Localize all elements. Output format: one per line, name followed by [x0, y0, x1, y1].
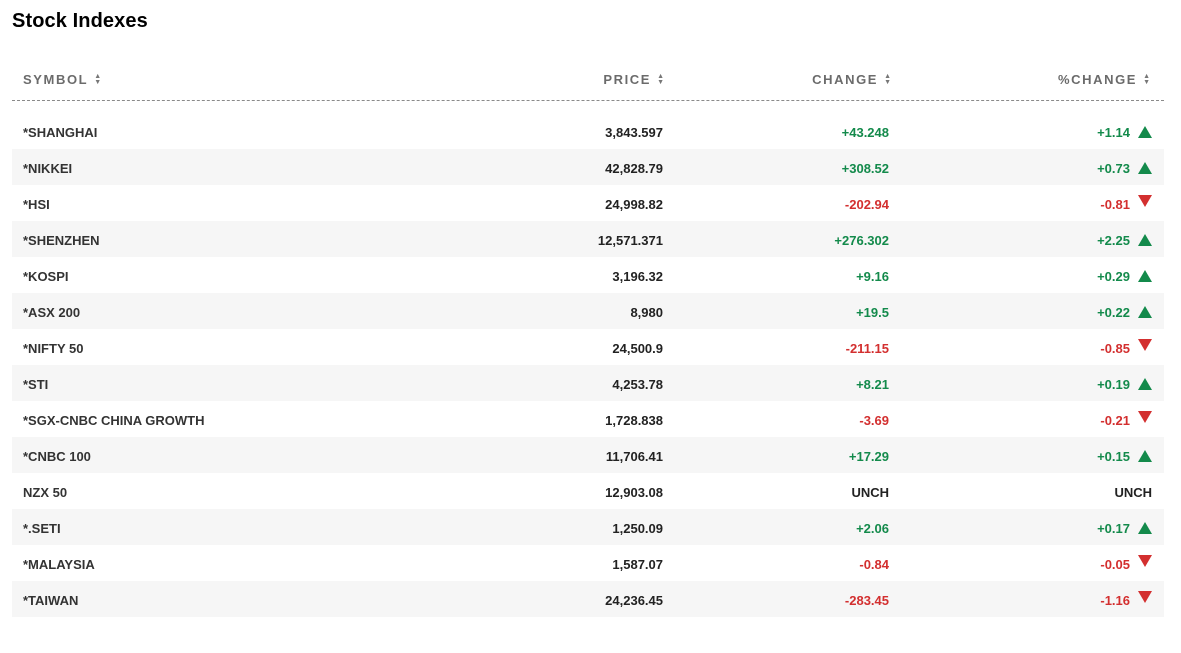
- symbol-link[interactable]: NZX 50: [23, 485, 68, 500]
- table-header: SYMBOL ▲ ▼ PRICE ▲ ▼ CHANGE ▲ ▼ %CHANGE ▲ ▼: [12, 68, 1164, 101]
- price-value: 24,236.45: [605, 593, 663, 608]
- column-header-pct-change[interactable]: %CHANGE ▲ ▼: [1058, 72, 1150, 87]
- pct-change-value: +0.29: [1097, 269, 1130, 284]
- change-value: +8.21: [856, 377, 889, 392]
- price-value: 11,706.41: [605, 449, 663, 464]
- symbol-link[interactable]: *MALAYSIA: [23, 557, 95, 572]
- table-row: *NIKKEI 42,828.79 +308.52 +0.73: [12, 149, 1164, 185]
- table-row: *SGX-CNBC CHINA GROWTH 1,728.838 -3.69 -…: [12, 401, 1164, 437]
- price-value: 3,196.32: [612, 269, 663, 284]
- table-row: *.SETI 1,250.09 +2.06 +0.17: [12, 509, 1164, 545]
- pct-change-value: +0.15: [1097, 449, 1130, 464]
- pct-change-value: -0.81: [1100, 197, 1130, 212]
- pct-change-value: +0.17: [1097, 521, 1130, 536]
- price-value: 24,500.9: [612, 341, 663, 356]
- pct-change-value: +0.19: [1097, 377, 1130, 392]
- table-row: *SHANGHAI 3,843.597 +43.248 +1.14: [12, 113, 1164, 149]
- change-value: -283.45: [844, 593, 889, 608]
- sort-icon: ▲ ▼: [657, 72, 664, 86]
- change-value: UNCH: [851, 485, 889, 500]
- table-row: *KOSPI 3,196.32 +9.16 +0.29: [12, 257, 1164, 293]
- pct-change-value: +2.25: [1097, 233, 1130, 248]
- price-value: 4,253.78: [612, 377, 663, 392]
- direction-arrow-icon: [1138, 339, 1152, 351]
- symbol-link[interactable]: *NIFTY 50: [23, 341, 84, 356]
- symbol-link[interactable]: *HSI: [23, 197, 50, 212]
- sort-icon: ▲ ▼: [94, 72, 102, 86]
- symbol-link[interactable]: *SGX-CNBC CHINA GROWTH: [23, 413, 205, 428]
- price-value: 24,998.82: [605, 197, 663, 212]
- change-value: -0.84: [859, 557, 889, 572]
- table-row: *STI 4,253.78 +8.21 +0.19: [12, 365, 1164, 401]
- direction-arrow-icon: [1138, 522, 1152, 534]
- table-row: *HSI 24,998.82 -202.94 -0.81: [12, 185, 1164, 221]
- pct-change-value: -0.85: [1100, 341, 1130, 356]
- price-value: 1,728.838: [605, 413, 663, 428]
- direction-arrow-icon: [1138, 270, 1152, 282]
- direction-arrow-icon: [1138, 126, 1152, 138]
- symbol-link[interactable]: *.SETI: [23, 521, 61, 536]
- pct-change-value: -0.21: [1100, 413, 1130, 428]
- direction-arrow-icon: [1138, 162, 1152, 174]
- direction-arrow-icon: [1138, 306, 1152, 318]
- column-header-price[interactable]: PRICE ▲ ▼: [603, 72, 664, 87]
- direction-arrow-icon: [1138, 378, 1152, 390]
- symbol-link[interactable]: *KOSPI: [23, 269, 69, 284]
- direction-arrow-icon: [1138, 234, 1152, 246]
- change-value: +19.5: [856, 305, 889, 320]
- pct-change-value: -1.16: [1100, 593, 1130, 608]
- pct-change-value: UNCH: [1114, 485, 1152, 500]
- direction-arrow-icon: [1138, 555, 1152, 567]
- change-value: +2.06: [856, 521, 889, 536]
- column-header-symbol-label: SYMBOL: [23, 72, 89, 87]
- column-header-price-label: PRICE: [603, 72, 652, 87]
- table-row: *CNBC 100 11,706.41 +17.29 +0.15: [12, 437, 1164, 473]
- table-row: *ASX 200 8,980 +19.5 +0.22: [12, 293, 1164, 329]
- price-value: 8,980: [630, 305, 663, 320]
- column-header-pct-change-label: %CHANGE: [1057, 72, 1138, 87]
- direction-arrow-icon: [1138, 411, 1152, 423]
- sort-icon: ▲ ▼: [1143, 72, 1150, 86]
- table-row: *SHENZHEN 12,571.371 +276.302 +2.25: [12, 221, 1164, 257]
- direction-arrow-icon: [1138, 450, 1152, 462]
- symbol-link[interactable]: *STI: [23, 377, 49, 392]
- change-value: -202.94: [844, 197, 889, 212]
- price-value: 42,828.79: [605, 161, 663, 176]
- price-value: 12,903.08: [605, 485, 663, 500]
- price-value: 3,843.597: [605, 125, 663, 140]
- change-value: +308.52: [841, 161, 889, 176]
- price-value: 1,587.07: [612, 557, 663, 572]
- column-header-change-label: CHANGE: [812, 72, 879, 87]
- pct-change-value: +0.22: [1097, 305, 1130, 320]
- price-value: 12,571.371: [597, 233, 663, 248]
- page-title: Stock Indexes: [12, 10, 148, 32]
- change-value: -3.69: [859, 413, 889, 428]
- symbol-link[interactable]: *TAIWAN: [23, 593, 79, 608]
- change-value: +9.16: [856, 269, 889, 284]
- price-value: 1,250.09: [612, 521, 663, 536]
- pct-change-value: -0.05: [1100, 557, 1130, 572]
- symbol-link[interactable]: *SHENZHEN: [23, 233, 100, 248]
- symbol-link[interactable]: *SHANGHAI: [23, 125, 98, 140]
- table-row: *NIFTY 50 24,500.9 -211.15 -0.85: [12, 329, 1164, 365]
- symbol-link[interactable]: *ASX 200: [23, 305, 81, 320]
- direction-arrow-icon: [1138, 195, 1152, 207]
- change-value: +276.302: [834, 233, 889, 248]
- table-row: NZX 50 12,903.08 UNCH UNCH: [12, 473, 1164, 509]
- change-value: +43.248: [841, 125, 889, 140]
- column-header-change[interactable]: CHANGE ▲ ▼: [812, 72, 891, 87]
- change-value: -211.15: [845, 341, 889, 356]
- table-row: *MALAYSIA 1,587.07 -0.84 -0.05: [12, 545, 1164, 581]
- pct-change-value: +0.73: [1097, 161, 1130, 176]
- table-body: *SHANGHAI 3,843.597 +43.248 +1.14 *NIKKE…: [12, 113, 1164, 617]
- direction-arrow-icon: [1138, 591, 1152, 603]
- sort-icon: ▲ ▼: [884, 72, 891, 86]
- change-value: +17.29: [848, 449, 889, 464]
- symbol-link[interactable]: *CNBC 100: [23, 449, 91, 464]
- pct-change-value: +1.14: [1097, 125, 1130, 140]
- table-row: *TAIWAN 24,236.45 -283.45 -1.16: [12, 581, 1164, 617]
- symbol-link[interactable]: *NIKKEI: [23, 161, 73, 176]
- column-header-symbol[interactable]: SYMBOL ▲ ▼: [23, 72, 101, 87]
